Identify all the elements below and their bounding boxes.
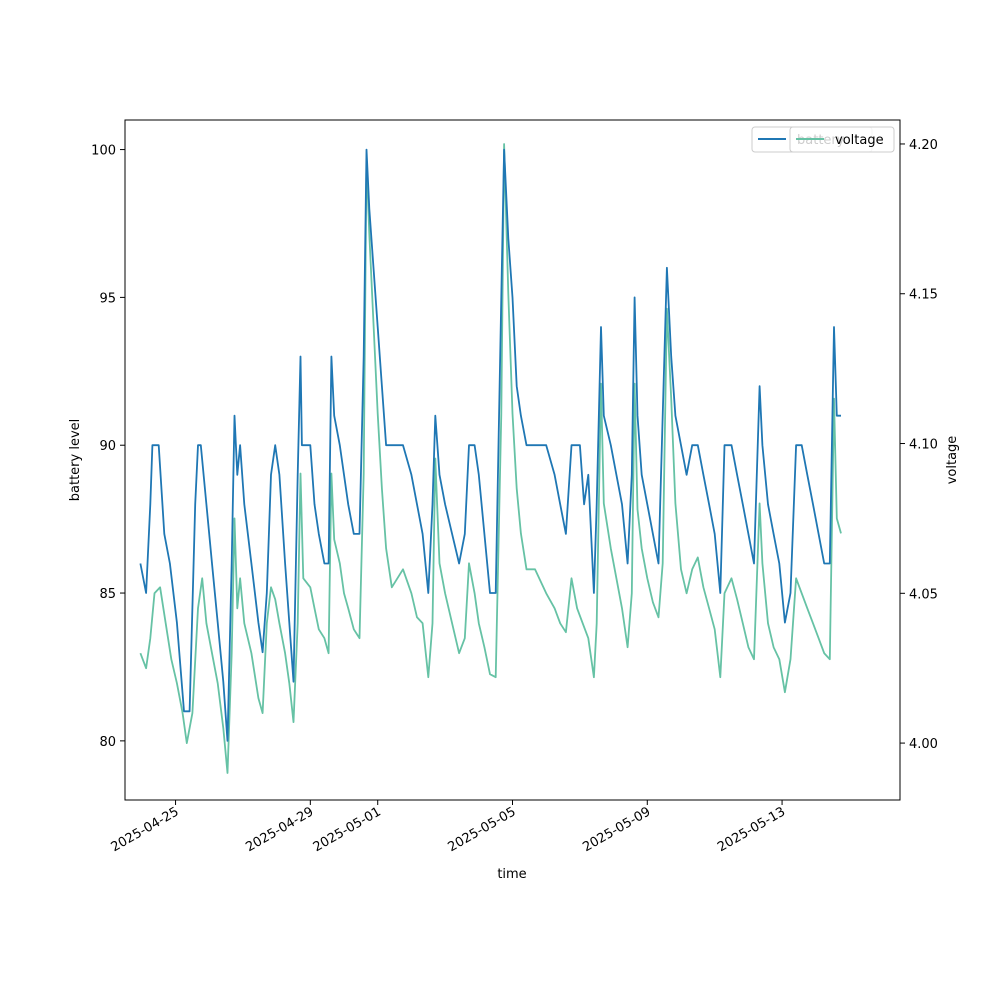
legend-label-voltage: voltage — [835, 133, 884, 148]
y2-tick-label: 4.15 — [909, 288, 938, 303]
legend: battery voltage — [751, 126, 895, 153]
y2-tick-label: 4.20 — [909, 138, 938, 153]
y-axis-left: 80 85 90 95 100 — [91, 144, 125, 750]
y2-tick-label: 4.00 — [909, 737, 938, 752]
x-axis-title: time — [497, 867, 526, 882]
series-line-battery — [139, 148, 841, 742]
y-axis-right: 4.00 4.05 4.10 4.15 4.20 — [900, 138, 938, 752]
y2-tick-label: 4.05 — [909, 587, 938, 602]
y-axis-title-right: voltage — [945, 436, 960, 485]
y-tick-label: 85 — [99, 587, 116, 602]
y-tick-label: 100 — [91, 144, 116, 159]
legend-box-voltage — [789, 126, 895, 153]
series-layer — [139, 143, 842, 774]
y-axis-title-left: battery level — [68, 419, 83, 502]
y-tick-label: 80 — [99, 735, 116, 750]
y-tick-label: 95 — [99, 291, 116, 306]
series-line-voltage — [139, 143, 842, 774]
y-tick-label: 90 — [99, 439, 116, 454]
y2-tick-label: 4.10 — [909, 438, 938, 453]
